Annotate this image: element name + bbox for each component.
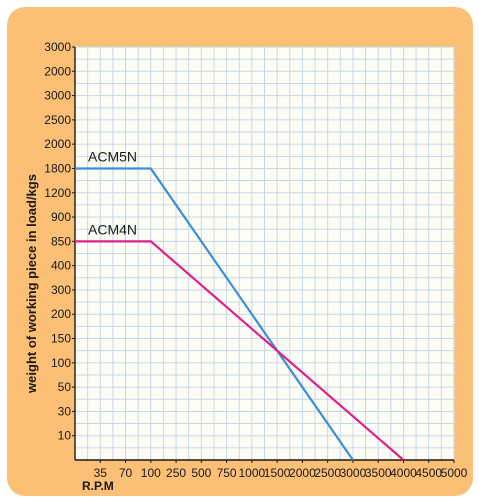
chart-frame: 3000 2000 3000 2500 2000 1800 1200 900 850 400 300… bbox=[7, 7, 473, 496]
y-tick-label: 900 bbox=[51, 210, 71, 224]
y-tick-label: 30 bbox=[58, 404, 72, 418]
x-tick-label: 4000 bbox=[390, 466, 417, 480]
x-tick-label: 2500 bbox=[314, 466, 341, 480]
series-label-acm4n: ACM4N bbox=[88, 221, 137, 237]
y-tick-label: 1200 bbox=[44, 186, 71, 200]
x-tick-label: 100 bbox=[141, 466, 161, 480]
y-axis-label: weight of working piece in load/kgs bbox=[24, 174, 39, 394]
y-tick-labels: 3000 2000 3000 2500 2000 1800 1200 900 850 400 300… bbox=[44, 40, 71, 443]
x-tick-label: 1500 bbox=[264, 466, 291, 480]
y-tick-label: 150 bbox=[51, 332, 71, 346]
x-tick-label: 3000 bbox=[340, 466, 367, 480]
y-tick-label: 100 bbox=[51, 356, 71, 370]
series-lines bbox=[75, 167, 405, 461]
x-tick-labels: 35 70 100 250 500 750 100015002000250030003500… bbox=[94, 466, 468, 480]
grid bbox=[74, 46, 455, 461]
series-line-acm4n bbox=[75, 240, 405, 461]
y-tick-label: 400 bbox=[51, 259, 71, 273]
x-tick-label: 250 bbox=[166, 466, 186, 480]
x-axis-label: R.P.M bbox=[82, 479, 114, 493]
x-tick-label: 35 bbox=[94, 466, 108, 480]
y-tick-label: 2000 bbox=[44, 137, 71, 151]
x-tick-label: 750 bbox=[217, 466, 237, 480]
y-tick-label: 2500 bbox=[44, 113, 71, 127]
x-tick-label: 500 bbox=[191, 466, 211, 480]
y-tick-label: 2000 bbox=[44, 64, 71, 78]
x-tick-label: 70 bbox=[119, 466, 133, 480]
series-labels: ACM5N ACM4N bbox=[88, 148, 137, 237]
x-tick-label: 1000 bbox=[239, 466, 266, 480]
series-line-acm5n bbox=[75, 167, 354, 461]
y-tick-label: 300 bbox=[51, 283, 71, 297]
y-tick-label: 3000 bbox=[44, 89, 71, 103]
y-tick-label: 200 bbox=[51, 307, 71, 321]
x-tick-label: 5000 bbox=[441, 466, 468, 480]
axes bbox=[72, 46, 455, 463]
y-tick-label: 850 bbox=[51, 234, 71, 248]
x-tick-label: 3500 bbox=[365, 466, 392, 480]
y-tick-label: 10 bbox=[58, 429, 72, 443]
y-tick-label: 50 bbox=[58, 380, 72, 394]
x-tick-label: 4500 bbox=[415, 466, 442, 480]
series-label-acm5n: ACM5N bbox=[88, 148, 137, 164]
y-tick-label: 1800 bbox=[44, 161, 71, 175]
chart: 3000200030002500200018001200900850400300… bbox=[24, 40, 468, 493]
x-tick-label: 2000 bbox=[289, 466, 316, 480]
y-tick-label: 3000 bbox=[44, 40, 71, 54]
